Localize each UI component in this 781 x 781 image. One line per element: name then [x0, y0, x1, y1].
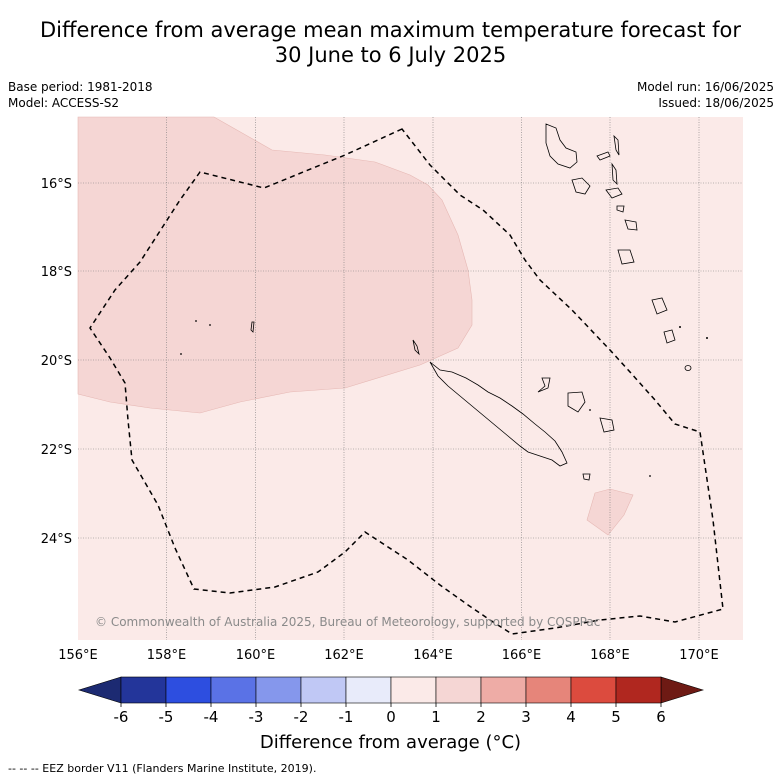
colorbar-tick-label: 4	[566, 708, 576, 726]
colorbar-extend-high	[660, 676, 705, 704]
base-period: Base period: 1981-2018	[8, 80, 153, 94]
colorbar-segment	[570, 676, 617, 704]
ambae-island	[596, 151, 611, 161]
colorbar-segment	[210, 676, 257, 704]
colorbar-extend-low	[77, 676, 122, 704]
longitude-labels: 156°E 158°E 160°E 162°E 164°E 166°E 168°…	[58, 648, 719, 663]
malekula-island	[571, 177, 591, 195]
colorbar-tick-label: 0	[386, 708, 396, 726]
pentecost-island	[611, 162, 618, 186]
epi-island	[616, 205, 625, 213]
title-line-2: 30 June to 6 July 2025	[274, 43, 507, 67]
colorbar-segment	[300, 676, 347, 704]
copyright-text: © Commonwealth of Australia 2025, Bureau…	[95, 615, 600, 629]
colorbar-tick-label: -1	[339, 708, 354, 726]
lon-label: 158°E	[147, 648, 187, 663]
lon-label: 168°E	[590, 648, 630, 663]
model-run: Model run: 16/06/2025	[636, 80, 774, 94]
lat-label: 18°S	[41, 265, 72, 280]
colorbar-segment	[165, 676, 212, 704]
isle-of-pines	[582, 473, 591, 481]
colorbar-tick-label: -5	[159, 708, 174, 726]
aneityum-island	[663, 329, 676, 344]
run-info: Model run: 16/06/2025 Issued: 18/06/2025	[637, 79, 774, 111]
lon-label: 162°E	[324, 648, 364, 663]
ambrym-island	[605, 187, 623, 199]
colorbar-segment	[120, 676, 167, 704]
lifou-island	[567, 391, 586, 413]
maewo-island	[613, 134, 620, 156]
colorbar-ticks: -6 -5 -4 -3 -2 -1 0 1 2 3 4 5 6	[114, 703, 666, 726]
graticule	[78, 117, 743, 640]
eez-legend: -- -- -- EEZ border V11 (Flanders Marine…	[8, 762, 317, 775]
colorbar-segment	[435, 676, 482, 704]
reef-islet-2	[209, 324, 211, 326]
reef-islet-1	[195, 320, 197, 322]
colorbar-label: Difference from average (°C)	[259, 732, 522, 753]
mare-island	[599, 417, 615, 433]
efate-island	[624, 219, 638, 231]
colorbar	[77, 676, 705, 704]
colorbar-tick-label: 5	[611, 708, 621, 726]
ouvea-island	[537, 377, 551, 393]
colorbar-segment	[390, 676, 437, 704]
colorbar-tick-label: -2	[294, 708, 309, 726]
islet-b	[679, 326, 681, 328]
lon-label: 156°E	[58, 648, 98, 663]
erromango-island	[617, 249, 635, 265]
colorbar-tick-label: 2	[476, 708, 486, 726]
colorbar-segment	[255, 676, 302, 704]
lon-label: 170°E	[679, 648, 719, 663]
espiritu-santo-island	[545, 123, 578, 169]
title-line-1: Difference from average mean maximum tem…	[40, 18, 741, 42]
new-caledonia-island	[429, 361, 568, 467]
colorbar-segment	[525, 676, 572, 704]
matthew-island	[684, 365, 692, 371]
issued-date: Issued: 18/06/2025	[658, 96, 774, 110]
colorbar-tick-label: 6	[656, 708, 666, 726]
lon-label: 160°E	[236, 648, 276, 663]
colorbar-tick-label: -4	[204, 708, 219, 726]
anomaly-region-west	[77, 116, 473, 414]
reef-islet-3	[180, 353, 182, 355]
colorbar-segment	[345, 676, 392, 704]
colorbar-segment	[480, 676, 527, 704]
lat-label: 24°S	[41, 532, 72, 547]
lat-label: 16°S	[41, 177, 72, 192]
colorbar-tick-label: 1	[431, 708, 441, 726]
chart-title: Difference from average mean maximum tem…	[0, 18, 781, 68]
belep-islands	[412, 339, 420, 356]
islet-a	[589, 409, 591, 411]
lat-label: 20°S	[41, 354, 72, 369]
chesterfield-islet	[250, 321, 255, 333]
colorbar-tick-label: -6	[114, 708, 129, 726]
walpole-island	[649, 475, 651, 477]
model-name: Model: ACCESS-S2	[8, 96, 120, 110]
colorbar-segment	[615, 676, 662, 704]
eez-border	[89, 128, 724, 635]
tanna-island	[651, 297, 668, 315]
lat-label: 22°S	[41, 443, 72, 458]
colorbar-tick-label: 3	[521, 708, 531, 726]
lon-label: 166°E	[502, 648, 542, 663]
model-info: Base period: 1981-2018 Model: ACCESS-S2	[8, 79, 153, 111]
latitude-labels: 16°S 18°S 20°S 22°S 24°S	[41, 177, 72, 547]
lon-label: 164°E	[413, 648, 453, 663]
hunter-island	[706, 337, 708, 339]
colorbar-tick-label: -3	[249, 708, 264, 726]
